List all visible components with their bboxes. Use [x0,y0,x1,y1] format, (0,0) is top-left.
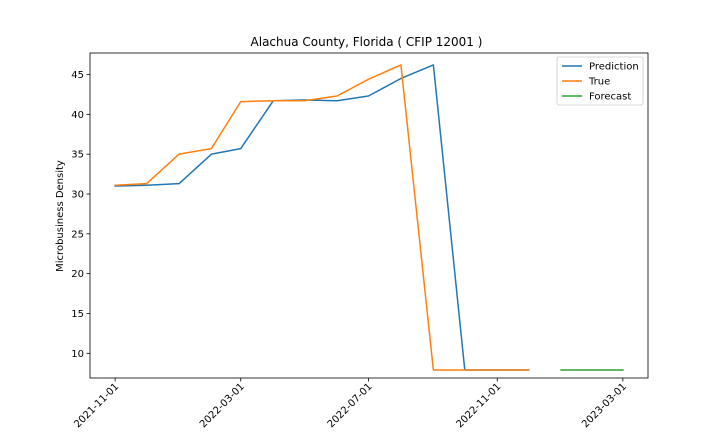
series-line-true [114,64,530,371]
legend: Prediction True Forecast [556,56,644,106]
y-axis-title: Microbusiness Density [55,160,66,272]
legend-label-prediction: Prediction [589,62,639,73]
legend-box [556,56,644,106]
plot-area [90,53,648,378]
y-tick-label: 35 [71,150,84,161]
chart-title: Alachua County, Florida ( CFIP 12001 ) [251,35,483,49]
plot-background [90,53,648,378]
y-tick-label: 45 [71,70,84,81]
y-tick-label: 25 [71,229,84,240]
y-tick-label: 10 [71,349,84,360]
series-line-prediction [114,64,530,371]
series-layer [114,64,624,371]
y-tick-label: 40 [71,110,84,121]
y-tick-label: 30 [71,189,84,200]
axes-frame [89,52,649,379]
y-tick-label: 15 [71,309,84,320]
legend-label-forecast: Forecast [589,92,631,103]
y-tick-label: 20 [71,269,84,280]
legend-label-true: True [588,77,610,88]
